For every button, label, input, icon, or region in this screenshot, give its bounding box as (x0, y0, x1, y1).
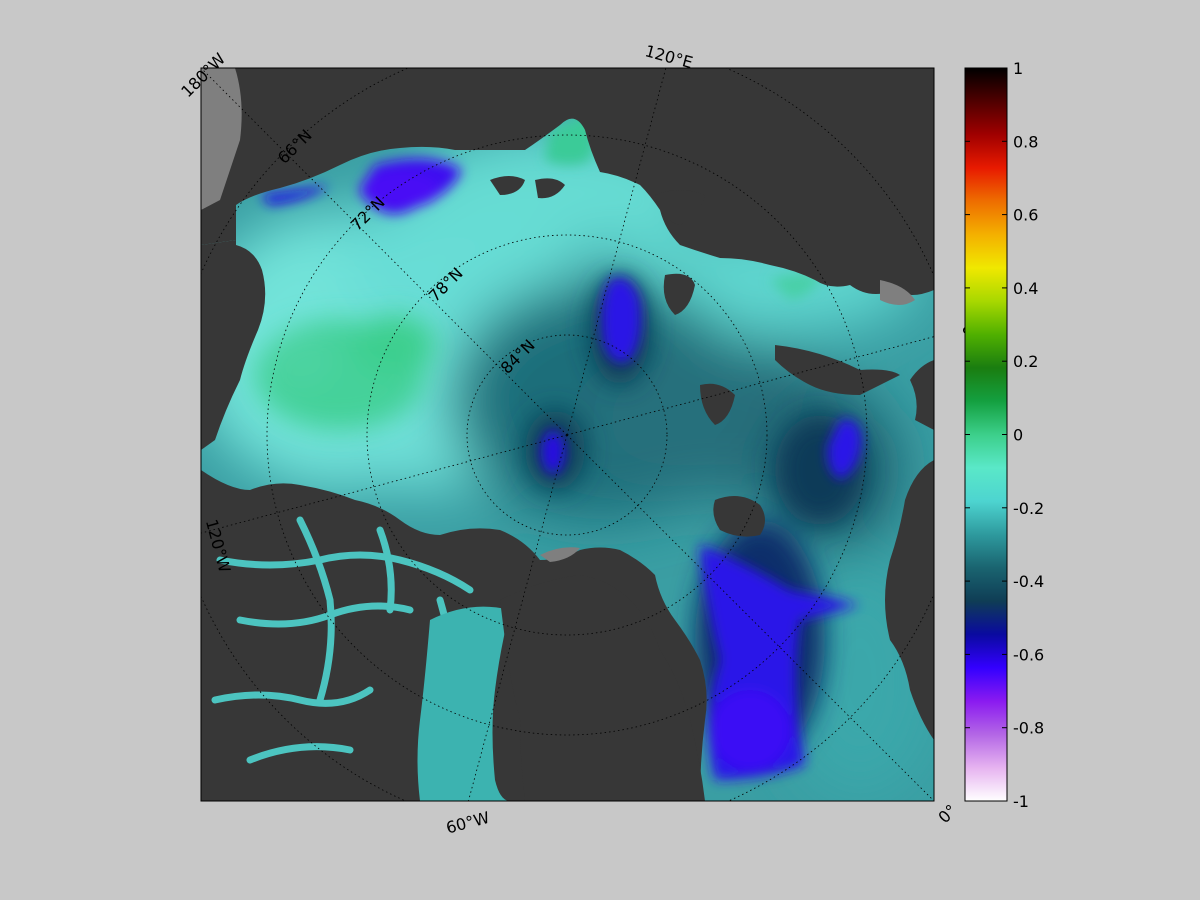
map-frame (200, 67, 935, 802)
graticule (201, 68, 934, 801)
parallel-72 (266, 134, 868, 736)
greenland (500, 575, 705, 801)
colorbar: 1 0.8 0.6 0.4 0.2 0 -0.2 -0.4 -0.6 -0.8 -1 (964, 59, 1044, 811)
map-panel (201, 68, 934, 801)
meridian-0-180 (201, 68, 568, 436)
colorbar-tick-label: -0.8 (1013, 719, 1044, 738)
colorbar-tick-label: 0.8 (1013, 132, 1038, 151)
meridian-120e-60w (566, 68, 667, 436)
colorbar-tick-label: -0.6 (1013, 645, 1044, 664)
colorbar-tick-label: 0.4 (1013, 279, 1038, 298)
colorbar-tick-label: 0.2 (1013, 352, 1038, 371)
colorbar-tick-label: 0 (1013, 426, 1023, 445)
colorbar-tick-label: 1 (1013, 59, 1023, 78)
parallel-78 (366, 234, 768, 636)
colorbar-gradient (965, 68, 1007, 801)
meridian-label-60w: 60°W (444, 808, 492, 838)
colorbar-tick-label: -0.4 (1013, 572, 1044, 591)
colorbar-tick-label: 0.6 (1013, 206, 1038, 225)
parallel-84 (466, 334, 668, 536)
missing-data (201, 68, 915, 562)
colorbar-tick-label: -0.2 (1013, 499, 1044, 518)
meridian-60e-120w (566, 336, 934, 436)
meridian-label-0: 0° (934, 801, 960, 827)
baffin-bay (417, 606, 510, 801)
colorbar-ticks: 1 0.8 0.6 0.4 0.2 0 -0.2 -0.4 -0.6 -0.8 -1 (965, 59, 1044, 811)
colorbar-tick-label: -1 (1013, 792, 1029, 811)
